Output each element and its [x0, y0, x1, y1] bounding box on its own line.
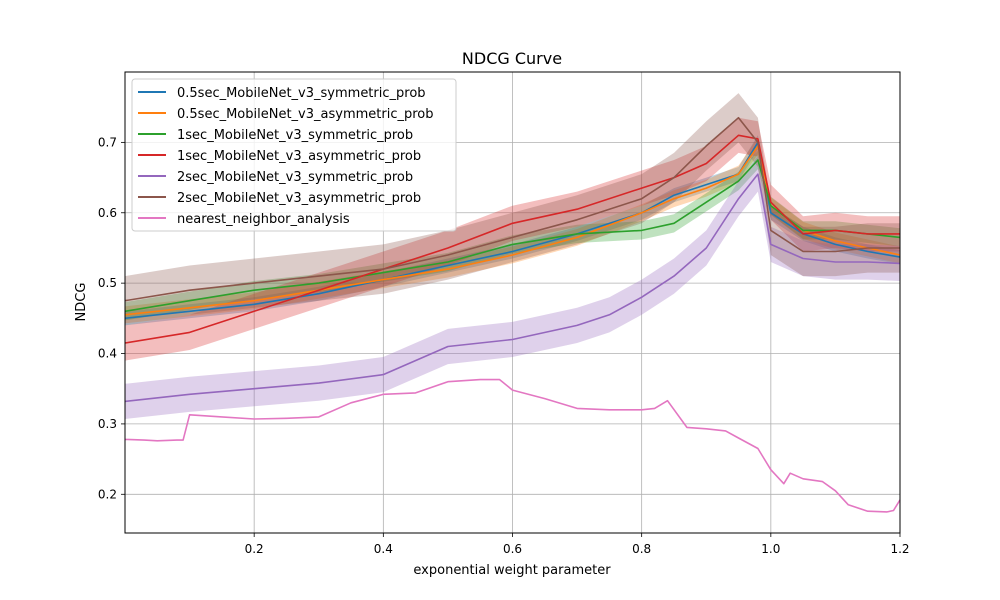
legend-label: nearest_neighbor_analysis — [177, 212, 350, 227]
series-5-line — [124, 173, 901, 403]
y-axis: 0.2 0.3 0.4 0.5 0.6 0.7 — [98, 135, 125, 501]
x-tick-label: 1.2 — [890, 542, 909, 556]
series-7-line — [124, 378, 901, 513]
series-3-band — [125, 150, 900, 321]
y-axis-label: NDCG — [74, 283, 89, 322]
y-tick-label: 0.6 — [98, 206, 117, 220]
y-tick-label: 0.4 — [98, 347, 117, 361]
legend-box — [131, 78, 457, 232]
series-4-band — [125, 117, 900, 361]
x-axis: 0.2 0.4 0.6 0.8 1.0 1.2 — [245, 533, 910, 556]
legend: 0.5sec_MobileNet_v3_symmetric_prob 0.5sec… — [131, 78, 457, 232]
y-tick-label: 0.7 — [98, 135, 117, 149]
series-1-line — [124, 141, 901, 320]
x-tick-label: 0.2 — [245, 542, 264, 556]
legend-label: 2sec_MobileNet_v3_symmetric_prob — [177, 170, 413, 185]
series-3-line — [124, 159, 901, 313]
series-6-line — [124, 116, 900, 302]
series-1-band — [125, 135, 900, 326]
y-tick-label: 0.5 — [98, 276, 117, 290]
series-4-line — [124, 134, 900, 344]
legend-label: 2sec_MobileNet_v3_asymmetric_prob — [177, 191, 421, 206]
y-tick-label: 0.2 — [98, 487, 117, 501]
x-tick-label: 0.6 — [503, 542, 522, 556]
x-tick-label: 0.4 — [374, 542, 393, 556]
chart-title: NDCG Curve — [462, 49, 562, 68]
legend-label: 0.5sec_MobileNet_v3_asymmetric_prob — [177, 107, 434, 122]
series-2-line — [124, 145, 901, 316]
legend-label: 1sec_MobileNet_v3_symmetric_prob — [177, 128, 413, 143]
series-lines — [124, 116, 901, 513]
x-tick-label: 1.0 — [761, 542, 780, 556]
legend-label: 0.5sec_MobileNet_v3_symmetric_prob — [177, 86, 426, 101]
series-6-band — [125, 93, 900, 326]
x-axis-label: exponential weight parameter — [413, 563, 611, 578]
x-tick-label: 0.8 — [632, 542, 651, 556]
y-tick-label: 0.3 — [98, 417, 117, 431]
legend-label: 1sec_MobileNet_v3_asymmetric_prob — [177, 149, 421, 164]
